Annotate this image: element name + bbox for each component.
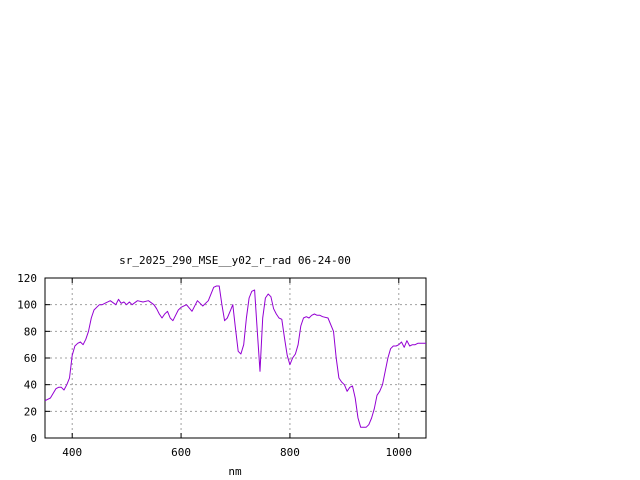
series-line-0 <box>44 285 426 428</box>
x-axis-label: nm <box>228 465 242 478</box>
y-tick-label: 100 <box>17 299 37 312</box>
y-tick-label: 60 <box>24 352 37 365</box>
tick-labels: 0 20 40 60 80 100 120 400 600 800 1000 <box>17 272 412 459</box>
axis-ticks <box>45 277 426 439</box>
y-tick-label: 40 <box>24 379 37 392</box>
chart-title: sr_2025_290_MSE__y02_r_rad 06-24-00 <box>119 254 351 267</box>
x-tick-label: 600 <box>171 446 191 459</box>
x-tick-label: 1000 <box>386 446 413 459</box>
grid-lines <box>45 278 426 438</box>
x-tick-label: 400 <box>62 446 82 459</box>
y-tick-label: 0 <box>30 432 37 445</box>
y-tick-label: 80 <box>24 325 37 338</box>
y-tick-label: 20 <box>24 405 37 418</box>
y-tick-label: 120 <box>17 272 37 285</box>
series-layer <box>44 285 426 428</box>
x-tick-label: 800 <box>280 446 300 459</box>
